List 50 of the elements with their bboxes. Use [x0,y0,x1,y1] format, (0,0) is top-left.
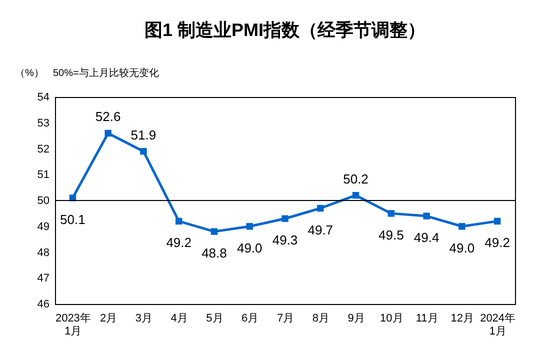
x-tick-label: 9月 [348,312,365,324]
text: 49.0 [236,240,262,256]
point [494,218,501,225]
point [317,204,324,212]
point [458,223,466,230]
x-tick-label: 3月 [135,312,153,324]
y-tick-label: 54 [37,92,50,104]
y-tick-label: 48 [37,246,50,259]
text: 49.2 [484,235,510,250]
x-tick-label: 5月 [206,312,224,324]
point [175,218,182,225]
text: 50%=与上月比较无变化 [53,67,159,79]
x-tick-label: 2024年 1月 [480,312,516,338]
y-axis-title: （%） [15,68,44,79]
x-tick-label: 6月 [242,312,259,324]
y-tick-label: 49 [37,220,50,233]
point [282,215,288,222]
text: 49.2 [166,235,192,250]
point [423,212,430,220]
point [104,130,112,137]
text: 50.1 [60,212,86,227]
text: 49.5 [378,227,404,242]
text: 50.2 [343,171,368,186]
point [210,228,218,235]
point [140,148,147,155]
text: 52.6 [95,109,121,124]
y-tick-label: 53 [37,117,50,130]
text: 49.4 [414,230,440,246]
x-tick-label: 10月 [380,312,404,324]
x-tick-label: 2023年 1月 [55,312,91,338]
y-tick-label: 51 [37,169,50,182]
point [246,223,253,230]
chart-title: 图1 制造业PMI指数（经季节调整） [144,20,426,40]
point [352,192,360,199]
text: 48.8 [202,246,227,261]
text: 49.3 [272,232,298,248]
text: 49.7 [308,222,334,238]
x-tick-label: 2月 [100,312,118,324]
x-tick-label: 12月 [450,312,474,324]
point [388,210,395,217]
y-tick-label: 50 [37,195,50,207]
x-tick-label: 7月 [276,312,294,324]
y-tick-label: 47 [37,272,50,285]
text: 49.0 [449,240,475,256]
y-tick-label: 52 [37,143,50,156]
text: 51.9 [130,127,156,142]
x-tick-label: 8月 [312,312,330,324]
x-tick-label: 4月 [170,312,188,324]
y-tick-label: 46 [37,298,50,310]
x-tick-label: 11月 [416,312,438,324]
